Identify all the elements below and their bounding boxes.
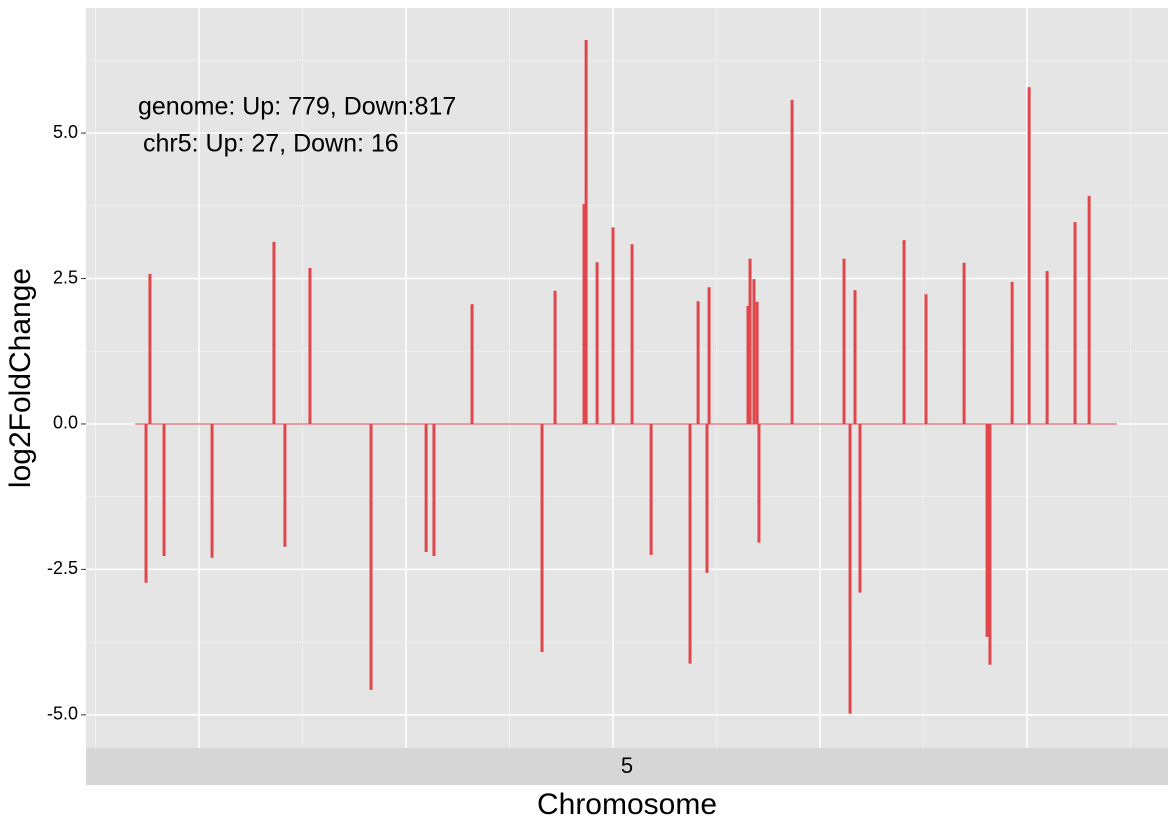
annotation: chr5: Up: 27, Down: 16 (143, 130, 399, 158)
facet-label: 5 (621, 753, 633, 778)
y-tick-label: -5.0 (47, 704, 78, 724)
y-tick-label: 2.5 (53, 267, 78, 287)
y-tick-label: 0.0 (53, 413, 78, 433)
y-tick-label: -2.5 (47, 558, 78, 578)
y-tick-label: 5.0 (53, 122, 78, 142)
facet-strip (86, 748, 1168, 785)
x-axis-title: Chromosome (537, 788, 717, 821)
annotation: genome: Up: 779, Down:817 (138, 93, 456, 121)
y-axis-title: log2FoldChange (4, 268, 37, 488)
